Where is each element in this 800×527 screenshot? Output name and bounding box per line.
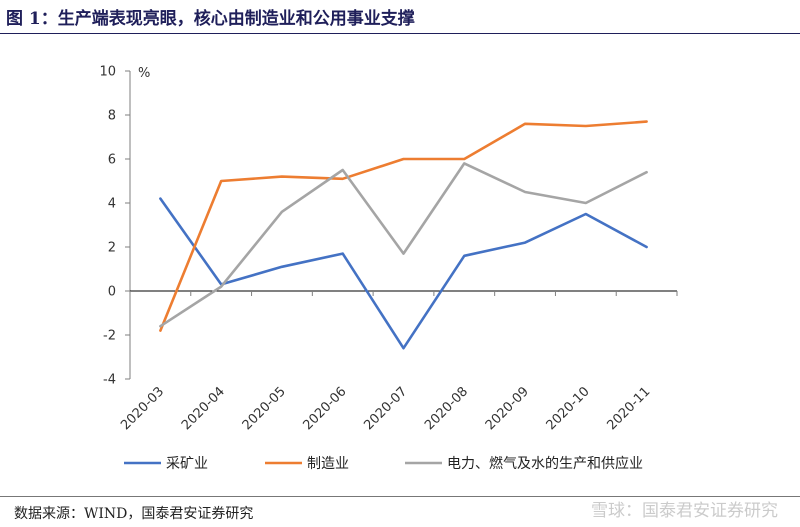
- figure-title: 图 1：生产端表现亮眼，核心由制造业和公用事业支撑: [6, 9, 415, 29]
- x-tick-label: 2020-05: [240, 384, 289, 433]
- series-line-2: [159, 120, 648, 332]
- chart-legend: 采矿业 制造业 电力、燃气及水的生产和供应业: [124, 455, 643, 472]
- legend-label-1: 采矿业: [166, 456, 208, 472]
- y-tick-label: 0: [108, 285, 116, 300]
- y-tick-label: 4: [108, 197, 116, 212]
- y-axis-unit-label: %: [138, 66, 150, 81]
- y-tick-label: 10: [99, 65, 116, 80]
- y-tick-label: 2: [108, 241, 116, 256]
- title-rule: [0, 33, 800, 34]
- x-tick-label: 2020-03: [118, 384, 167, 433]
- series-line-1: [159, 197, 648, 350]
- y-tick-label: 6: [108, 153, 116, 168]
- x-tick-label: 2020-09: [483, 384, 532, 433]
- series-line-3: [159, 162, 648, 328]
- legend-label-3: 电力、燃气及水的生产和供应业: [447, 455, 643, 472]
- y-tick-label: -2: [103, 329, 116, 344]
- y-tick-label: -4: [103, 373, 116, 388]
- watermark: 雪球：国泰君安证券研究: [591, 501, 778, 521]
- x-tick-label: 2020-07: [361, 384, 410, 433]
- legend-label-2: 制造业: [307, 456, 349, 472]
- chart-series: [159, 120, 648, 350]
- x-tick-label: 2020-10: [544, 384, 593, 433]
- x-tick-label: 2020-04: [179, 384, 228, 433]
- x-tick-label: 2020-08: [422, 384, 471, 433]
- chart-axes: -4 -2 0 2 4 6 8 10 % 2020-03 2020-04 2020-05 2020-06…: [99, 65, 678, 433]
- x-tick-label: 2020-06: [301, 384, 350, 433]
- y-tick-label: 8: [108, 109, 116, 124]
- x-tick-label: 2020-11: [604, 384, 653, 433]
- footer-rule: [0, 496, 800, 497]
- source-note: 数据来源：WIND，国泰君安证券研究: [14, 506, 254, 522]
